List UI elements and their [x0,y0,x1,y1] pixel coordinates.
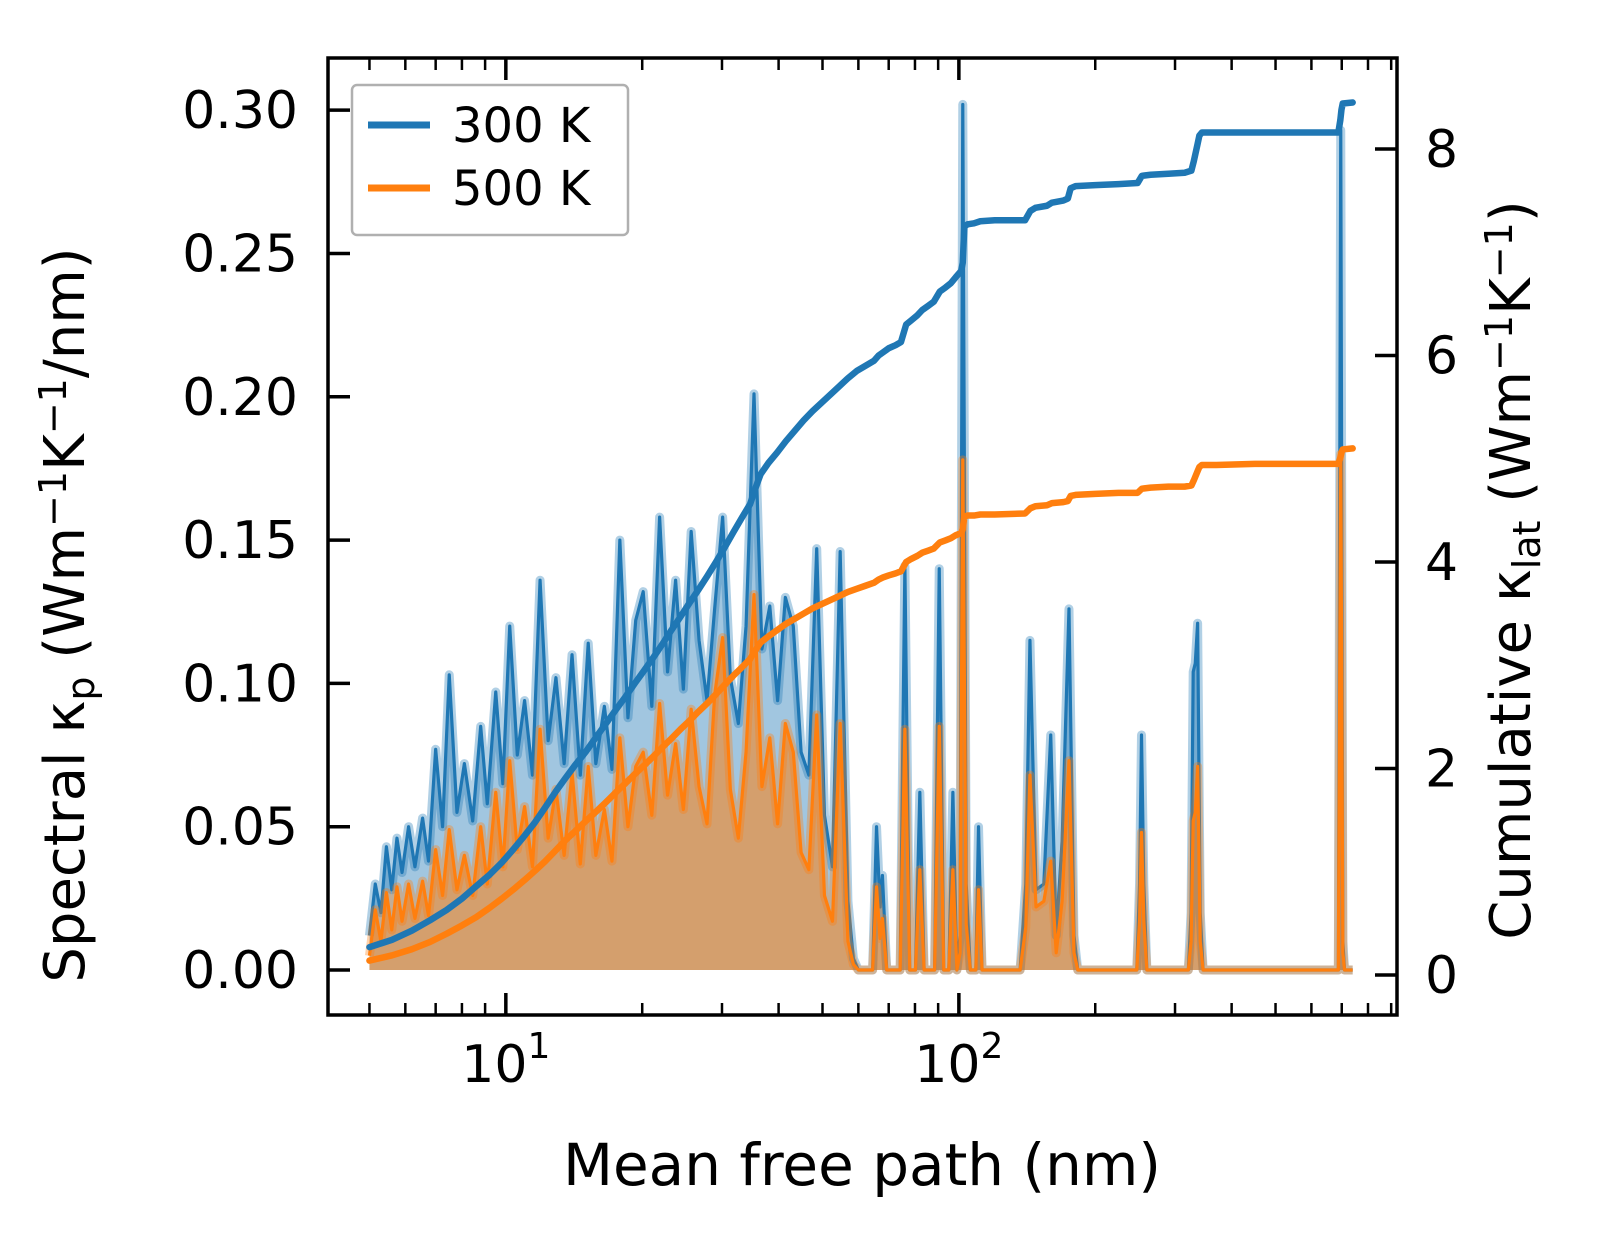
y-right-title-main4: ) [1479,200,1544,222]
series-300-K-spectral-line [367,102,1353,972]
y-left-tick-label: 0.00 [182,941,298,1001]
y-left-tick-label: 0.25 [182,224,298,284]
series-300-K-spectral-area [369,104,1353,971]
y-left-title-main3: K [33,433,98,471]
x-tick-label-base: 10 [914,1035,980,1095]
y-left-title-sup2: −1 [31,378,75,434]
y-right-tick-label: 6 [1425,326,1458,386]
legend: 300 K 500 K [350,83,630,237]
y-right-title-sup2: −1 [1477,222,1521,278]
y-left-tick-label: 0.10 [182,654,298,714]
series-500-K-cumulative-line [366,445,1356,964]
y-right-title-main3: K [1479,277,1544,315]
series-500-K-spectral-line [367,452,1353,972]
y-left-title-sub: p [59,677,103,701]
y-right-title-main: Cumulative κ [1479,569,1544,939]
x-tick-label-base: 10 [461,1035,527,1095]
y-left-title-main2: (Wm [33,527,98,677]
y-left-title-main: Spectral κ [33,701,98,983]
y-left-tick-label: 0.15 [182,511,298,571]
x-tick-label: 102 [914,1026,1003,1095]
series-layer [364,99,1356,975]
y-right-title-sup1: −1 [1477,315,1521,371]
y-left-tick-label: 0.20 [182,368,298,428]
y-right-axis-title: Cumulative κlat (Wm−1K−1) [1477,200,1549,939]
y-right-tick-label: 8 [1425,120,1458,180]
plot-frame [326,56,1399,1017]
y-right-tick-label: 0 [1425,946,1458,1006]
series-300-K-cumulative-line [366,99,1356,951]
y-right-title-sub: lat [1505,521,1549,570]
legend-label-500k: 500 K [452,161,592,217]
series-500-K-spectral-area [369,454,1353,971]
y-left-title-sup1: −1 [31,471,75,527]
y-left-tick-label: 0.30 [182,81,298,141]
y-right-title-main2: (Wm [1479,371,1544,521]
y-right-tick-label: 4 [1425,533,1458,593]
legend-label-300k: 300 K [452,98,592,154]
y-left-title-main4: /nm) [33,247,98,378]
y-left-axis-title: Spectral κp (Wm−1K−1/nm) [31,247,103,982]
y-left-tick-label: 0.05 [182,798,298,858]
x-axis-title: Mean free path (nm) [563,1131,1161,1199]
y-right-tick-label: 2 [1425,740,1458,800]
x-tick-label: 101 [461,1026,550,1095]
x-tick-label-exp: 2 [981,1026,1004,1067]
x-tick-label-exp: 1 [527,1026,550,1067]
